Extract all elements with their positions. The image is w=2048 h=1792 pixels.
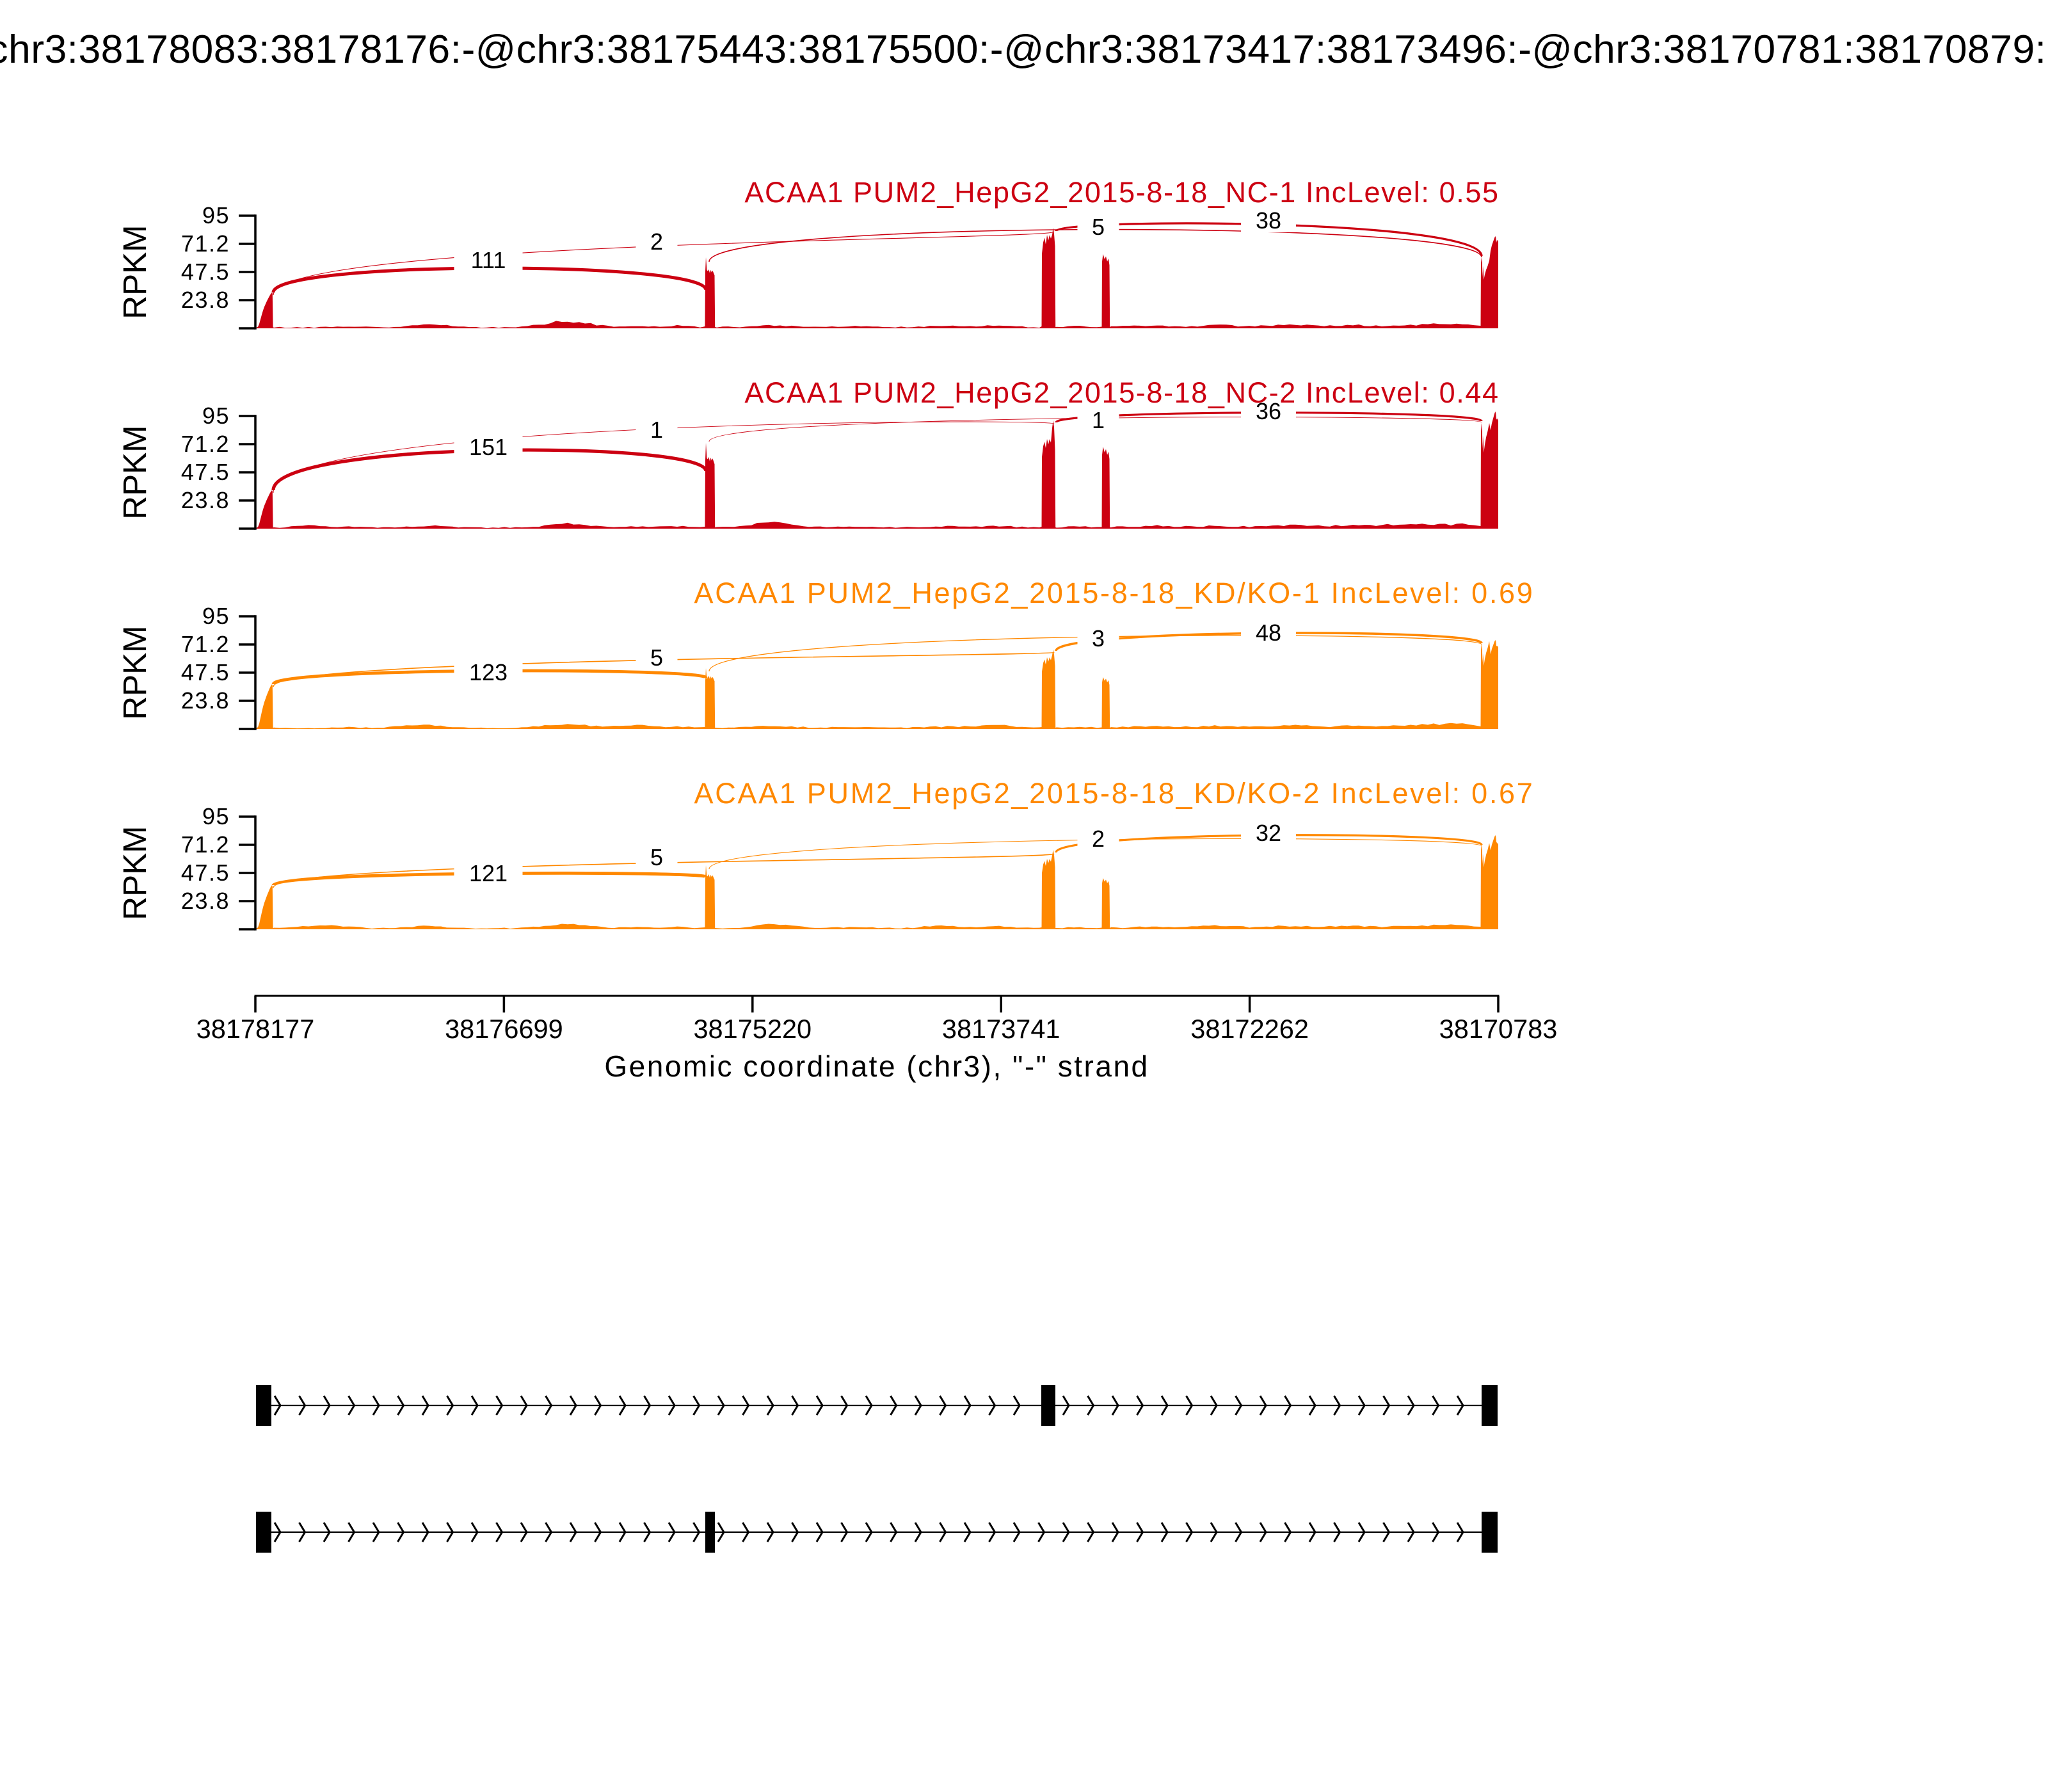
svg-text:95: 95: [202, 803, 230, 829]
svg-text:RPKM: RPKM: [116, 826, 153, 920]
svg-text:47.5: 47.5: [181, 860, 230, 886]
svg-text:38176699: 38176699: [445, 1014, 563, 1044]
svg-text:23.8: 23.8: [181, 287, 230, 313]
svg-text:2: 2: [1092, 826, 1105, 852]
svg-text:1: 1: [1092, 407, 1105, 433]
svg-text:47.5: 47.5: [181, 659, 230, 685]
svg-text:71.2: 71.2: [181, 431, 230, 457]
svg-text:111: 111: [471, 247, 506, 273]
svg-text:5: 5: [1092, 214, 1105, 240]
svg-text:95: 95: [202, 202, 230, 228]
svg-text:2: 2: [650, 228, 663, 255]
svg-text:38175220: 38175220: [693, 1014, 812, 1044]
svg-text:121: 121: [469, 860, 508, 886]
svg-text:95: 95: [202, 603, 230, 629]
svg-text:71.2: 71.2: [181, 831, 230, 858]
svg-text:1: 1: [650, 417, 663, 443]
svg-text:3: 3: [1092, 625, 1105, 652]
svg-text:47.5: 47.5: [181, 459, 230, 485]
svg-text:ACAA1 PUM2_HepG2_2015-8-18_KD/: ACAA1 PUM2_HepG2_2015-8-18_KD/KO-1 IncLe…: [694, 577, 1535, 609]
svg-text:71.2: 71.2: [181, 631, 230, 657]
svg-text:32: 32: [1256, 820, 1281, 846]
svg-text:123: 123: [469, 659, 508, 685]
svg-text:5: 5: [650, 844, 663, 870]
svg-text:RPKM: RPKM: [116, 425, 153, 519]
svg-text:ACAA1 PUM2_HepG2_2015-8-18_NC-: ACAA1 PUM2_HepG2_2015-8-18_NC-2 IncLevel…: [744, 376, 1499, 409]
svg-text:23.8: 23.8: [181, 687, 230, 714]
svg-text:ACAA1 PUM2_HepG2_2015-8-18_NC-: ACAA1 PUM2_HepG2_2015-8-18_NC-1 IncLevel…: [744, 176, 1499, 209]
svg-text:Genomic coordinate (chr3), "-": Genomic coordinate (chr3), "-" strand: [604, 1050, 1149, 1083]
svg-text:36: 36: [1256, 398, 1281, 424]
svg-text:151: 151: [469, 434, 508, 460]
svg-text:RPKM: RPKM: [116, 225, 153, 319]
svg-text:47.5: 47.5: [181, 259, 230, 285]
svg-text:48: 48: [1256, 620, 1281, 646]
svg-text:38172262: 38172262: [1190, 1014, 1309, 1044]
svg-text:ACAA1 PUM2_HepG2_2015-8-18_KD/: ACAA1 PUM2_HepG2_2015-8-18_KD/KO-2 IncLe…: [694, 777, 1535, 810]
svg-text:RPKM: RPKM: [116, 625, 153, 719]
svg-text:23.8: 23.8: [181, 888, 230, 914]
svg-text:38173741: 38173741: [942, 1014, 1060, 1044]
svg-text:23.8: 23.8: [181, 487, 230, 513]
svg-text:chr3:38178083:38178176:-@chr3:: chr3:38178083:38178176:-@chr3:38175443:3…: [0, 27, 2048, 72]
svg-text:5: 5: [650, 644, 663, 671]
svg-text:38178177: 38178177: [196, 1014, 315, 1044]
svg-text:38170783: 38170783: [1439, 1014, 1558, 1044]
svg-text:71.2: 71.2: [181, 230, 230, 257]
svg-text:38: 38: [1256, 207, 1281, 234]
svg-text:95: 95: [202, 403, 230, 429]
